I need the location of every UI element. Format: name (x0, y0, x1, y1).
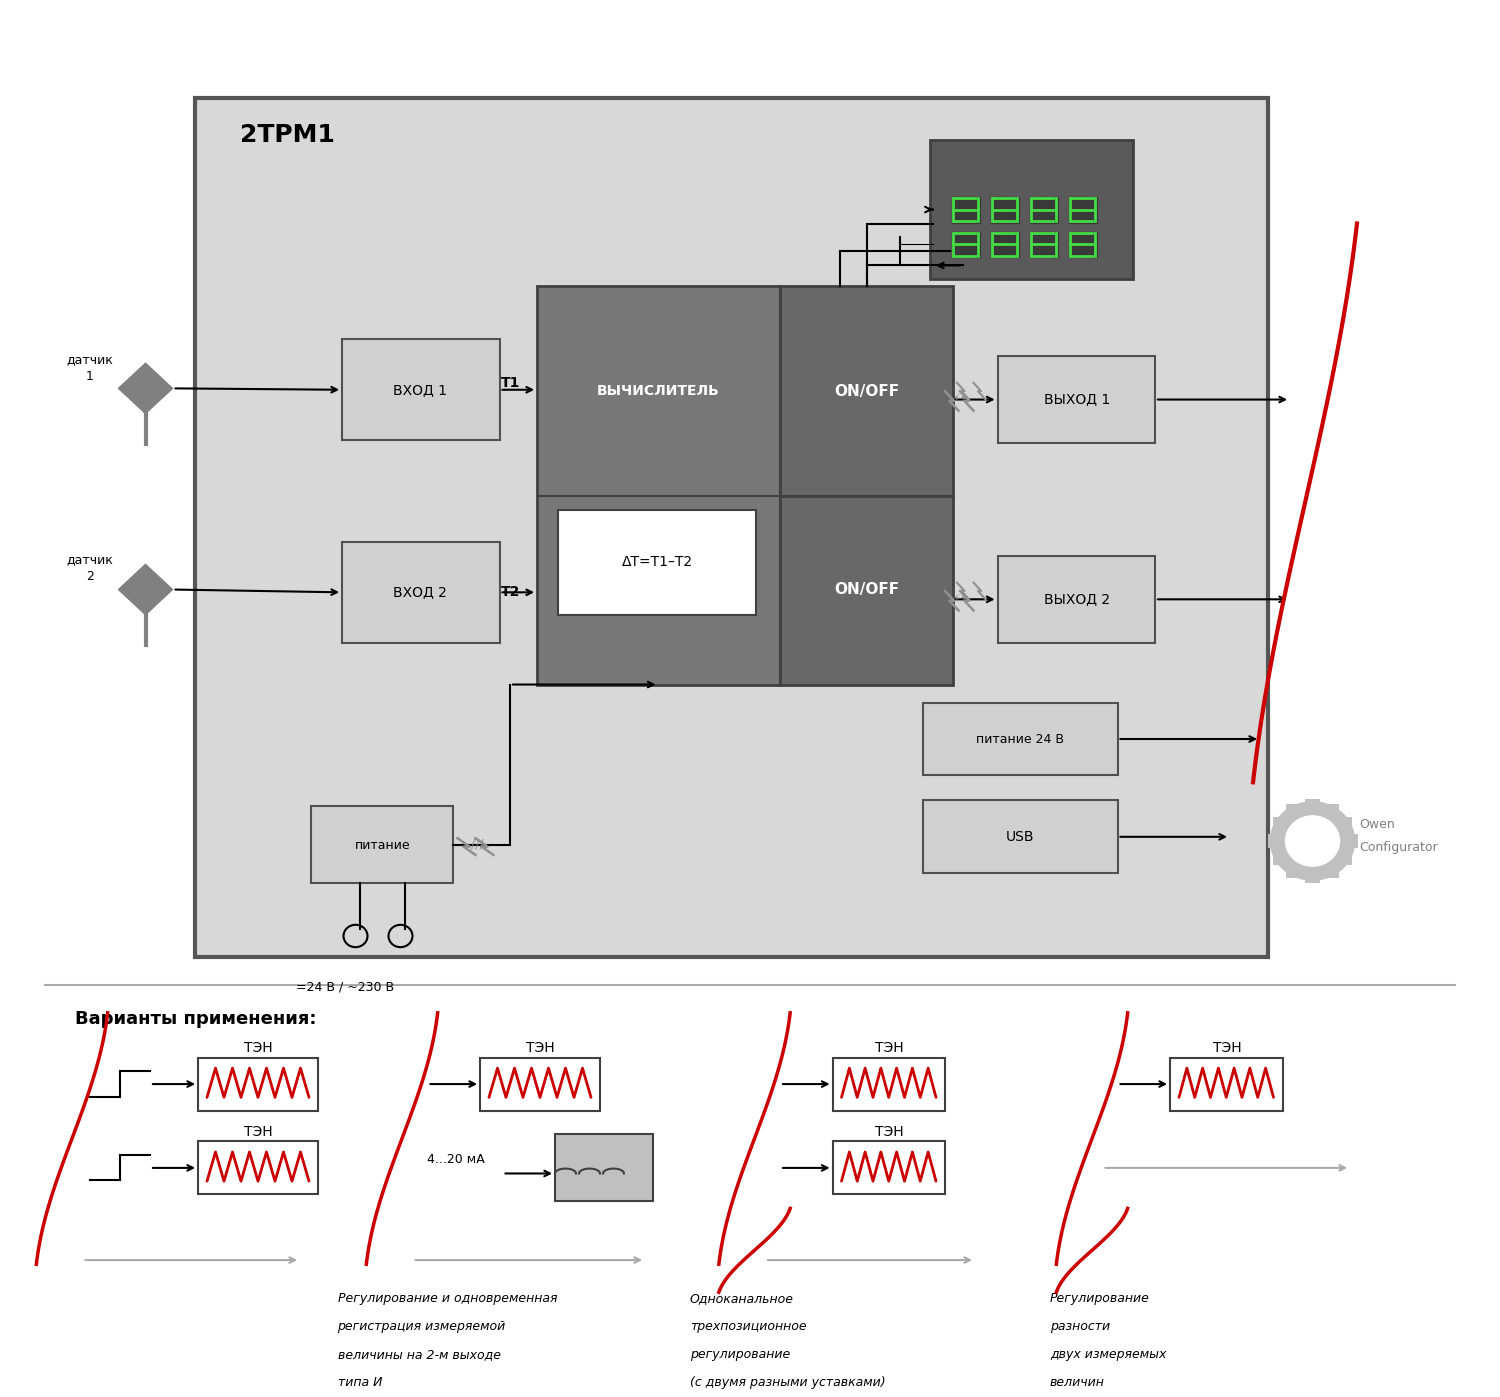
Text: Варианты применения:: Варианты применения: (75, 1010, 316, 1028)
Text: типа И: типа И (338, 1376, 382, 1389)
Text: ТЭН: ТЭН (525, 1041, 555, 1055)
Text: ВЫХОД 2: ВЫХОД 2 (1044, 592, 1110, 606)
Text: ТЭН: ТЭН (874, 1041, 904, 1055)
FancyBboxPatch shape (998, 556, 1155, 643)
FancyBboxPatch shape (1068, 231, 1098, 258)
Text: USB: USB (1007, 830, 1035, 844)
Text: ВХОД 2: ВХОД 2 (393, 585, 447, 599)
Circle shape (1286, 816, 1340, 866)
Text: ON/OFF: ON/OFF (834, 583, 900, 597)
FancyBboxPatch shape (998, 356, 1155, 443)
Text: 1: 1 (86, 370, 94, 383)
Text: Т1: Т1 (501, 376, 520, 390)
FancyBboxPatch shape (1338, 816, 1353, 830)
Text: ///: /// (471, 837, 483, 851)
Text: ON/OFF: ON/OFF (834, 384, 900, 398)
Text: Регулирование и одновременная: Регулирование и одновременная (338, 1292, 556, 1305)
Circle shape (1270, 802, 1354, 880)
FancyBboxPatch shape (537, 286, 780, 685)
Text: ТЭН: ТЭН (243, 1041, 273, 1055)
Text: ВЫЧИСЛИТЕЛЬ: ВЫЧИСЛИТЕЛЬ (597, 384, 720, 398)
Text: ТЭН: ТЭН (874, 1125, 904, 1139)
FancyBboxPatch shape (1305, 799, 1320, 813)
FancyBboxPatch shape (1272, 851, 1287, 866)
Text: 4...20 мА: 4...20 мА (427, 1153, 484, 1166)
FancyBboxPatch shape (1272, 816, 1287, 830)
FancyBboxPatch shape (1338, 851, 1353, 866)
FancyBboxPatch shape (480, 1058, 600, 1111)
Text: датчик: датчик (66, 553, 114, 566)
Text: датчик: датчик (66, 353, 114, 366)
Text: ТЭН: ТЭН (1212, 1041, 1242, 1055)
Text: Owen: Owen (1359, 817, 1395, 831)
FancyBboxPatch shape (1286, 865, 1300, 879)
Text: (с двумя разными уставками): (с двумя разными уставками) (690, 1376, 885, 1389)
FancyBboxPatch shape (922, 800, 1118, 873)
FancyBboxPatch shape (1170, 1058, 1282, 1111)
Text: ΔТ=Т1–Т2: ΔТ=Т1–Т2 (621, 555, 693, 569)
Text: ВХОД 1: ВХОД 1 (393, 383, 447, 397)
FancyBboxPatch shape (922, 703, 1118, 775)
Text: Одноканальное: Одноканальное (690, 1292, 794, 1305)
FancyBboxPatch shape (195, 98, 1268, 957)
Text: регистрация измеряемой: регистрация измеряемой (338, 1320, 506, 1333)
FancyBboxPatch shape (780, 286, 952, 496)
Text: Регулирование: Регулирование (1050, 1292, 1150, 1305)
Text: ⚡⚡: ⚡⚡ (952, 594, 968, 605)
Text: регулирование: регулирование (690, 1348, 790, 1361)
Text: 2ТРМ1: 2ТРМ1 (240, 123, 334, 147)
FancyBboxPatch shape (780, 496, 952, 685)
FancyBboxPatch shape (1323, 865, 1338, 879)
FancyBboxPatch shape (1029, 196, 1059, 224)
FancyBboxPatch shape (310, 806, 453, 883)
Text: питание 24 В: питание 24 В (976, 732, 1064, 746)
Text: >>: >> (1304, 835, 1322, 847)
Text: ⚡⚡: ⚡⚡ (952, 394, 968, 405)
FancyBboxPatch shape (198, 1058, 318, 1111)
FancyBboxPatch shape (555, 1134, 652, 1201)
FancyBboxPatch shape (951, 231, 981, 258)
FancyBboxPatch shape (558, 510, 756, 615)
FancyBboxPatch shape (342, 339, 500, 440)
Text: Configurator: Configurator (1359, 841, 1437, 855)
Text: питание: питание (354, 838, 411, 852)
FancyBboxPatch shape (930, 140, 1132, 279)
Text: величины на 2-м выходе: величины на 2-м выходе (338, 1348, 501, 1361)
Text: 2: 2 (86, 570, 94, 583)
FancyBboxPatch shape (1029, 231, 1059, 258)
FancyBboxPatch shape (1268, 834, 1282, 848)
Polygon shape (118, 363, 172, 414)
Text: =24 В / ~230 В: =24 В / ~230 В (296, 981, 393, 993)
FancyBboxPatch shape (342, 542, 500, 643)
Text: величин: величин (1050, 1376, 1106, 1389)
FancyBboxPatch shape (1323, 803, 1338, 817)
FancyBboxPatch shape (198, 1141, 318, 1194)
FancyBboxPatch shape (833, 1141, 945, 1194)
FancyBboxPatch shape (1068, 196, 1098, 224)
FancyBboxPatch shape (833, 1058, 945, 1111)
Polygon shape (118, 564, 172, 615)
FancyBboxPatch shape (1342, 834, 1358, 848)
Text: трехпозиционное: трехпозиционное (690, 1320, 807, 1333)
FancyBboxPatch shape (1305, 869, 1320, 883)
FancyBboxPatch shape (990, 196, 1020, 224)
Text: двух измеряемых: двух измеряемых (1050, 1348, 1167, 1361)
FancyBboxPatch shape (1286, 803, 1300, 817)
Text: ВЫХОД 1: ВЫХОД 1 (1044, 393, 1110, 407)
Text: Т2: Т2 (501, 585, 520, 599)
FancyBboxPatch shape (951, 196, 981, 224)
Text: ТЭН: ТЭН (243, 1125, 273, 1139)
Text: разности: разности (1050, 1320, 1110, 1333)
FancyBboxPatch shape (990, 231, 1020, 258)
